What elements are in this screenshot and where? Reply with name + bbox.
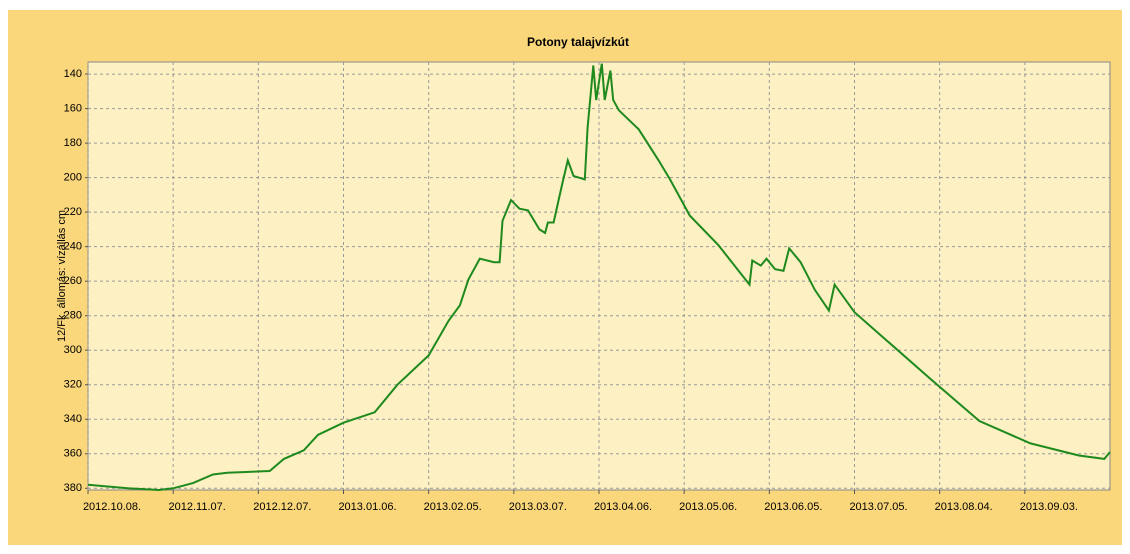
y-tick-label: 380 xyxy=(64,482,82,494)
y-tick-label: 160 xyxy=(64,103,82,115)
x-tick-label: 2013.05.06. xyxy=(679,501,737,513)
x-tick-label: 2012.12.07. xyxy=(253,501,311,513)
y-tick-label: 240 xyxy=(64,241,82,253)
x-tick-label: 2013.06.05. xyxy=(764,501,822,513)
x-tick-label: 2013.08.04. xyxy=(935,501,993,513)
x-tick-label: 2013.01.06. xyxy=(338,501,396,513)
y-tick-label: 260 xyxy=(64,275,82,287)
y-tick-label: 360 xyxy=(64,448,82,460)
plot-area xyxy=(87,61,1111,491)
data-line xyxy=(87,63,1111,492)
y-tick-label: 140 xyxy=(64,68,82,80)
y-tick-label: 180 xyxy=(64,137,82,149)
x-tick-label: 2013.09.03. xyxy=(1020,501,1078,513)
y-tick-label: 280 xyxy=(64,310,82,322)
x-tick-label: 2013.03.07. xyxy=(509,501,567,513)
y-axis-label: 12/Fk. állomás: vízállás cm xyxy=(56,210,68,342)
x-tick-label: 2013.07.05. xyxy=(849,501,907,513)
x-tick-label: 2012.10.08. xyxy=(83,501,141,513)
y-tick-label: 340 xyxy=(64,413,82,425)
y-tick-label: 300 xyxy=(64,344,82,356)
y-tick-label: 220 xyxy=(64,206,82,218)
y-tick-label: 320 xyxy=(64,379,82,391)
x-tick-label: 2013.02.05. xyxy=(424,501,482,513)
x-tick-label: 2013.04.06. xyxy=(594,501,652,513)
chart-title: Potony talajvízkút xyxy=(527,35,629,49)
y-tick-label: 200 xyxy=(64,172,82,184)
x-tick-label: 2012.11.07. xyxy=(169,501,226,513)
